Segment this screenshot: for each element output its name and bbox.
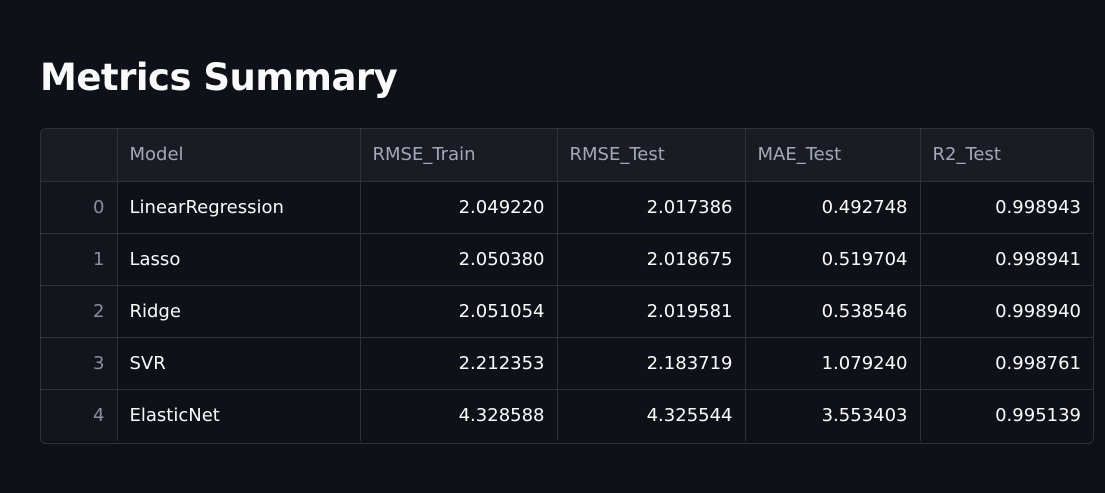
- row-index-cell[interactable]: 4: [41, 389, 118, 441]
- metrics-table[interactable]: Model RMSE_Train RMSE_Test MAE_Test R2_T…: [40, 128, 1094, 444]
- model-cell[interactable]: SVR: [117, 337, 361, 390]
- column-header-rmse-train[interactable]: RMSE_Train: [360, 129, 558, 182]
- mae-test-cell[interactable]: 0.492748: [745, 181, 921, 234]
- r2-test-cell[interactable]: 0.995139: [995, 404, 1081, 426]
- mae-test-cell[interactable]: 1.079240: [745, 337, 921, 390]
- model-cell[interactable]: Ridge: [117, 285, 361, 338]
- model-cell[interactable]: ElasticNet: [117, 389, 361, 441]
- column-header-mae-test[interactable]: MAE_Test: [745, 129, 921, 182]
- rmse-train-cell[interactable]: 4.328588: [360, 389, 558, 441]
- page-title: Metrics Summary: [40, 56, 398, 99]
- rmse-test-cell[interactable]: 2.018675: [557, 233, 746, 286]
- header-row: Model RMSE_Train RMSE_Test MAE_Test R2_T…: [41, 129, 1093, 182]
- model-cell[interactable]: LinearRegression: [117, 181, 361, 234]
- rmse-test-cell[interactable]: 2.183719: [557, 337, 746, 390]
- dataframe[interactable]: Model RMSE_Train RMSE_Test MAE_Test R2_T…: [41, 129, 1093, 441]
- rmse-test-cell[interactable]: 4.325544: [557, 389, 746, 441]
- model-cell[interactable]: Lasso: [117, 233, 361, 286]
- rmse-train-cell[interactable]: 2.050380: [360, 233, 558, 286]
- rmse-train-cell[interactable]: 2.049220: [360, 181, 558, 234]
- mae-test-cell[interactable]: 0.538546: [745, 285, 921, 338]
- row-index-cell[interactable]: 0: [41, 181, 118, 234]
- rmse-test-cell[interactable]: 2.019581: [557, 285, 746, 338]
- rmse-test-cell[interactable]: 2.017386: [557, 181, 746, 234]
- r2-test-cell[interactable]: 0.998943: [920, 181, 1093, 234]
- rmse-train-cell[interactable]: 2.212353: [360, 337, 558, 390]
- table-row[interactable]: 4 ElasticNet 4.328588 4.325544 3.553403 …: [41, 389, 1093, 441]
- rmse-train-cell[interactable]: 2.051054: [360, 285, 558, 338]
- table-row[interactable]: 2 Ridge 2.051054 2.019581 0.538546 0.998…: [41, 285, 1093, 338]
- mae-test-cell[interactable]: 3.553403: [745, 389, 921, 441]
- column-header-r2-test[interactable]: R2_Test: [920, 129, 1093, 182]
- r2-test-cell[interactable]: 0.998940: [920, 285, 1093, 338]
- table-row[interactable]: 3 SVR 2.212353 2.183719 1.079240 0.99876…: [41, 337, 1093, 390]
- column-header-rmse-test[interactable]: RMSE_Test: [557, 129, 746, 182]
- r2-test-cell[interactable]: 0.998761: [920, 337, 1093, 390]
- row-index-cell[interactable]: 2: [41, 285, 118, 338]
- table-row[interactable]: 0 LinearRegression 2.049220 2.017386 0.4…: [41, 181, 1093, 234]
- row-index-cell[interactable]: 1: [41, 233, 118, 286]
- row-index-cell[interactable]: 3: [41, 337, 118, 390]
- column-header-index[interactable]: [41, 129, 118, 182]
- r2-test-cell[interactable]: 0.998941: [920, 233, 1093, 286]
- column-header-model[interactable]: Model: [117, 129, 361, 182]
- mae-test-cell[interactable]: 0.519704: [745, 233, 921, 286]
- table-row[interactable]: 1 Lasso 2.050380 2.018675 0.519704 0.998…: [41, 233, 1093, 286]
